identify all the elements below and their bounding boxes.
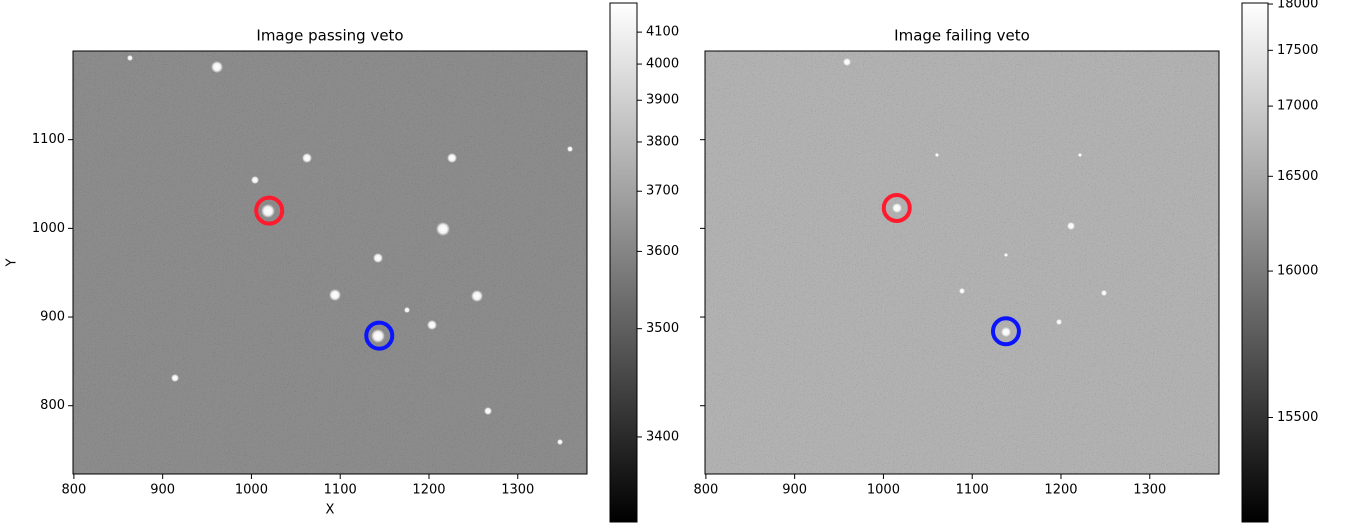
colorbar-tick-label: 3600 <box>646 244 679 259</box>
colorbar-tick-label: 4100 <box>646 25 679 40</box>
chart-title: Image failing veto <box>894 27 1030 45</box>
y-axis-label: Y <box>5 258 20 267</box>
colorbar <box>1241 2 1269 523</box>
colorbar-tick-label: 16500 <box>1277 169 1318 184</box>
x-tick-label: 1300 <box>1133 483 1166 498</box>
x-axis-label: X <box>326 503 335 518</box>
colorbar-tick-label: 18000 <box>1277 0 1318 12</box>
colorbar-tick-label: 3900 <box>646 93 679 108</box>
y-tick-label: 900 <box>40 310 65 325</box>
axes-frame <box>72 50 588 475</box>
colorbar <box>609 2 638 523</box>
marker-circle <box>881 192 912 223</box>
image-noise <box>705 51 1219 474</box>
colorbar-tick-label: 3400 <box>646 429 679 444</box>
marker-circle <box>254 195 285 226</box>
colorbar-tick-label: 17000 <box>1277 99 1318 114</box>
y-tick-label: 1000 <box>32 221 65 236</box>
stars <box>127 55 573 445</box>
image-noise <box>73 51 587 474</box>
colorbar-tick-label: 15500 <box>1277 410 1318 425</box>
x-tick-label: 1200 <box>412 483 445 498</box>
colorbar-tick-label: 3700 <box>646 184 679 199</box>
x-tick-label: 1000 <box>867 483 900 498</box>
colorbar-tick-label: 16000 <box>1277 264 1318 279</box>
x-tick-label: 900 <box>782 483 807 498</box>
colorbar-tick-label: 3500 <box>646 321 679 336</box>
axes-frame <box>704 50 1220 475</box>
colorbar-tick-label: 3800 <box>646 134 679 149</box>
x-tick-label: 1300 <box>501 483 534 498</box>
x-tick-label: 800 <box>61 483 86 498</box>
marker-circle <box>364 320 395 351</box>
x-tick-label: 1100 <box>956 483 989 498</box>
colorbar-tick-label: 4000 <box>646 57 679 72</box>
x-tick-label: 1200 <box>1044 483 1077 498</box>
x-tick-label: 800 <box>693 483 718 498</box>
x-tick-label: 900 <box>150 483 175 498</box>
colorbar-tick-label: 17500 <box>1277 43 1318 58</box>
y-tick-label: 800 <box>40 398 65 413</box>
x-tick-label: 1100 <box>324 483 357 498</box>
stars <box>843 58 1107 337</box>
x-tick-label: 1000 <box>235 483 268 498</box>
chart-title: Image passing veto <box>256 27 403 45</box>
y-tick-label: 1100 <box>32 132 65 147</box>
marker-circle <box>990 316 1021 347</box>
